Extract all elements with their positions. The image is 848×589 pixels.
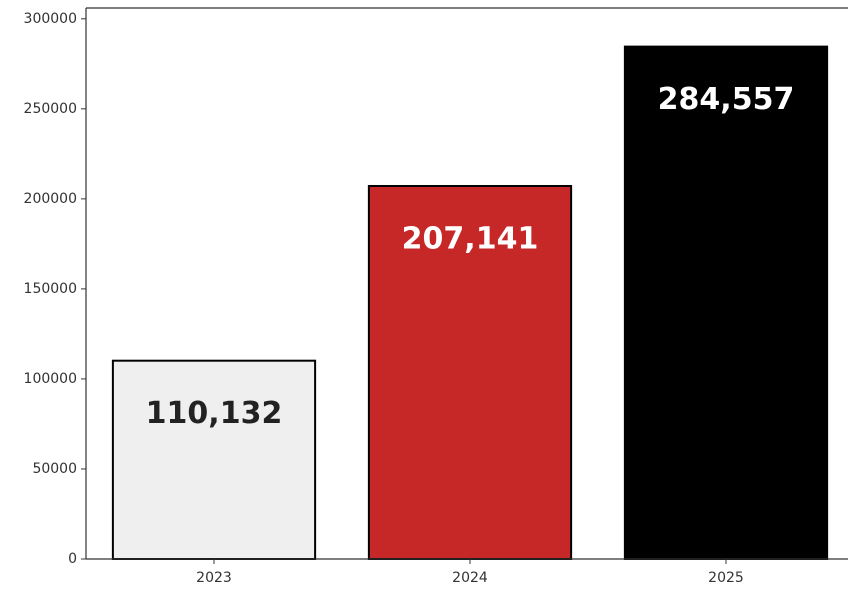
x-tick-label: 2024 (452, 570, 488, 586)
bar (623, 45, 829, 561)
bar (367, 185, 573, 561)
y-tick-label: 250000 (24, 101, 77, 117)
x-tick-label: 2025 (708, 570, 744, 586)
value-label: 207,141 (402, 222, 539, 257)
y-tick-label: 200000 (24, 191, 77, 207)
y-tick-label: 150000 (24, 281, 77, 297)
y-tick-label: 100000 (24, 371, 77, 387)
x-tick-label: 2023 (196, 570, 232, 586)
value-label: 284,557 (658, 82, 795, 117)
bar (111, 359, 317, 561)
value-label: 110,132 (146, 396, 283, 431)
y-tick-label: 300000 (24, 11, 77, 27)
y-tick-label: 0 (68, 551, 77, 567)
y-tick-label: 50000 (32, 461, 77, 477)
